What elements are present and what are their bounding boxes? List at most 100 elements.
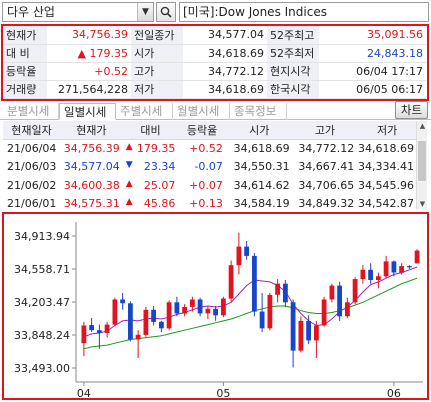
table-row[interactable]: 21/06/01 34,575.31 ▲ 45.86 +0.13 34,584.19 34,… <box>3 195 417 214</box>
tab-4[interactable]: 월별시세 <box>173 103 230 120</box>
quote-label: 저가 <box>131 80 183 99</box>
search-icon <box>160 6 172 18</box>
diff-value: 179.35 <box>136 142 176 155</box>
quote-highlight <box>1 24 429 101</box>
rate-cell: -0.07 <box>194 160 223 174</box>
table-row[interactable]: 21/06/02 34,600.38 ▲ 25.07 +0.07 34,614.62 34,… <box>3 176 417 195</box>
tab-3[interactable]: 주별시세 <box>116 103 173 120</box>
candle-body <box>321 299 327 326</box>
search-button[interactable] <box>156 2 176 22</box>
open-cell: 34,618.69 <box>233 142 290 155</box>
y-tick-label: 33,493.00 <box>14 362 70 375</box>
quote-value: +0.52 <box>47 62 131 81</box>
scroll-down-icon[interactable]: ▼ <box>419 200 426 208</box>
chevron-down-icon[interactable]: ▼ <box>137 3 153 21</box>
candle-body <box>135 334 141 340</box>
date-cell: 21/06/01 <box>7 197 57 211</box>
quote-label: 현지시각 <box>267 62 319 81</box>
candle-body <box>329 285 335 300</box>
chart-button[interactable]: 차트 <box>395 101 428 119</box>
candle-body <box>190 299 195 307</box>
column-header[interactable]: 등락율 <box>178 121 226 140</box>
market-select[interactable]: 다우 산업 ▼ <box>2 2 154 22</box>
scroll-up-icon[interactable]: ▲ <box>419 122 426 130</box>
column-header[interactable]: 현재가 <box>60 121 123 140</box>
candle-body <box>360 269 366 280</box>
quote-label: 52주최고 <box>267 26 319 45</box>
table-row[interactable]: 21/06/03 34,577.04 ▼ 23.34 -0.07 34,550.31 34,… <box>3 158 417 177</box>
low-cell: 34,334.41 <box>358 160 414 174</box>
quote-label: 전일종가 <box>131 26 183 45</box>
quote-row: 현재가 34,756.39 전일종가 34,577.04 52주최고 35,091.56 <box>3 26 426 45</box>
tab-2[interactable]: 일별시세 <box>59 103 116 120</box>
low-cell: 34,618.69 <box>358 142 414 155</box>
x-tick-label: 06 <box>387 387 401 398</box>
diff-value: 23.34 <box>143 160 176 174</box>
index-name-field[interactable]: [미국]:Dow Jones Indices <box>179 2 429 22</box>
diff-value: 45.86 <box>143 197 176 211</box>
candle-body <box>275 283 280 295</box>
candle-body <box>252 255 257 312</box>
tab-1[interactable]: 분별시세 <box>3 103 59 120</box>
quote-label: 시가 <box>131 44 183 63</box>
scroll-thumb[interactable] <box>418 141 426 181</box>
date-cell: 21/06/02 <box>7 178 57 192</box>
candle-body <box>352 279 358 303</box>
column-header[interactable]: 저가 <box>357 121 417 140</box>
candle-body <box>399 266 404 273</box>
high-cell: 34,667.41 <box>298 160 355 174</box>
quote-value: 06/04 17:17 <box>319 62 426 81</box>
quote-label: 등락율 <box>3 62 47 81</box>
price-cell: 34,577.04 <box>63 160 120 174</box>
tab-bar: 분별시세 일별시세 주별시세 월별시세 종목정보 <box>0 103 431 120</box>
candle-body <box>314 325 319 341</box>
candle-body <box>205 308 211 314</box>
quote-value: 34,772.12 <box>183 62 267 81</box>
candle-body <box>89 325 94 331</box>
quote-row: 등락율 +0.52 고가 34,772.12 현지시각 06/04 17:17 <box>3 62 426 81</box>
candle-body <box>244 246 249 256</box>
candle-body <box>159 321 164 329</box>
low-cell: 34,542.87 <box>358 197 414 211</box>
column-header[interactable]: 시가 <box>225 121 293 140</box>
rate-cell: +0.07 <box>189 178 223 192</box>
table-row[interactable]: 21/06/04 34,756.39 ▲ 179.35 +0.52 34,618.69 34… <box>3 139 417 158</box>
up-arrow-icon: ▲ <box>125 197 133 208</box>
candle-body <box>414 250 420 264</box>
y-tick-label: 34,558.71 <box>14 263 70 276</box>
quote-value: 271,564,228 <box>47 80 131 99</box>
high-cell: 34,849.32 <box>298 197 355 211</box>
open-cell: 34,614.62 <box>233 178 290 192</box>
ma-short-line <box>83 266 418 338</box>
column-header[interactable]: 고가 <box>292 121 358 140</box>
y-tick-label: 33,848.24 <box>14 329 70 342</box>
column-header[interactable]: 현재일자 <box>3 121 61 140</box>
candle-body <box>166 302 172 329</box>
quote-row: 대 비 ▲ 179.35 시가 34,618.69 52주최저 24,843.18 <box>3 44 426 63</box>
quote-value: 06/05 06:17 <box>319 80 426 99</box>
up-arrow-icon: ▲ <box>125 142 133 152</box>
low-cell: 34,545.96 <box>358 178 414 192</box>
daily-scrollbar[interactable]: ▲ ▼ <box>416 121 427 209</box>
candle-body <box>128 303 133 340</box>
quote-label: 현재가 <box>3 26 47 45</box>
price-cell: 34,756.39 <box>63 142 120 155</box>
daily-price-table: 현재일자 현재가 대비 등락율 시가 고가 저가 21/06/04 34,756.39 ▲ 179.… <box>3 121 417 213</box>
quote-label: 대 비 <box>3 44 47 63</box>
candle-body <box>306 320 311 341</box>
candle-body <box>104 324 110 333</box>
down-arrow-icon: ▼ <box>125 160 133 171</box>
quote-value: 24,843.18 <box>319 44 426 63</box>
quote-value: 34,756.39 <box>47 26 131 45</box>
candle-body <box>383 261 389 277</box>
candle-body <box>182 307 187 314</box>
quote-row: 거래량 271,564,228 저가 34,618.69 한국시각 06/05 06:17 <box>3 80 426 99</box>
quote-label: 고가 <box>131 62 183 81</box>
candle-body <box>97 330 102 333</box>
candle-body <box>112 299 118 325</box>
column-header[interactable]: 대비 <box>122 121 179 140</box>
candle-body <box>337 285 342 317</box>
candle-body <box>81 325 87 344</box>
tab-5[interactable]: 종목정보 <box>230 103 287 120</box>
rate-cell: +0.13 <box>189 197 223 211</box>
